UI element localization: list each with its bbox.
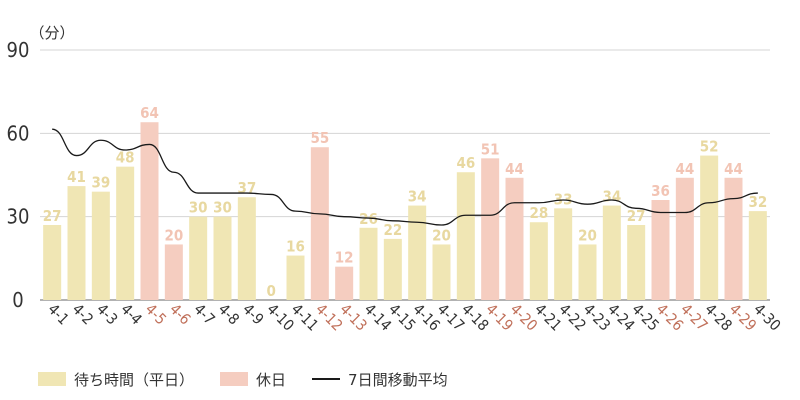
weekday-bar [748, 211, 767, 300]
bar-value-label: 48 [116, 149, 135, 167]
bar-value-label: 44 [724, 160, 743, 178]
legend-item-moving-average: 7日間移動平均 [312, 369, 448, 390]
bar-value-label: 51 [481, 140, 500, 158]
bar-value-label: 52 [700, 138, 719, 156]
holiday-bar [140, 122, 159, 300]
legend-label-weekday: 待ち時間（平日） [74, 370, 195, 389]
weekday-bar [91, 191, 110, 300]
legend-swatch-weekday [38, 372, 66, 386]
bar-value-label: 33 [554, 190, 573, 208]
holiday-bar [164, 244, 183, 300]
holiday-bar [651, 200, 670, 300]
bar-value-label: 34 [408, 188, 427, 206]
legend-label-holiday: 休日 [256, 370, 287, 389]
x-axis-ticks: 4-14-24-34-44-54-64-74-84-94-104-114-124… [44, 300, 784, 334]
weekday-bar [213, 216, 232, 300]
x-tick-label: 4-30 [750, 300, 784, 334]
x-tick-label: 4-8 [215, 300, 243, 328]
x-tick-label: 4-6 [166, 300, 194, 328]
weekday-bar [529, 222, 548, 300]
grid-lines [40, 49, 770, 301]
bar-value-label: 0 [266, 282, 275, 300]
weekday-bar [432, 244, 451, 300]
bar-value-label: 46 [456, 154, 475, 172]
holiday-bar [481, 158, 500, 300]
x-tick-label: 4-7 [190, 300, 218, 328]
bar-value-label: 26 [359, 210, 378, 228]
holiday-bar [505, 177, 524, 300]
bar-value-label: 27 [43, 207, 62, 225]
legend-item-weekday: 待ち時間（平日） [38, 369, 194, 390]
holiday-bar [335, 266, 354, 300]
y-tick-label: 60 [7, 121, 30, 145]
legend: 待ち時間（平日） 休日 7日間移動平均 [38, 368, 474, 390]
legend-swatch-holiday [220, 372, 249, 386]
weekday-bar [408, 205, 427, 300]
bar-value-label: 44 [675, 160, 694, 178]
holiday-bar [675, 177, 694, 300]
bar-value-label: 37 [237, 179, 256, 197]
bar-value-label: 44 [505, 160, 524, 178]
x-tick-label: 4-5 [142, 300, 170, 328]
weekday-bar [116, 166, 135, 300]
bar-value-label: 64 [140, 104, 159, 122]
bar-value-label: 30 [213, 199, 232, 217]
bar-value-label: 27 [627, 207, 646, 225]
weekday-bar [602, 205, 621, 300]
weekday-bar [67, 186, 86, 300]
bar-labels: 27 41 39 48 64 20 30 30 37 0 16 55 12 26 22 34 20 46 51 44 2… [43, 104, 767, 300]
x-tick-label: 4-2 [69, 300, 97, 328]
weekday-bar [700, 155, 719, 300]
y-axis-ticks: 0 30 60 90 [7, 38, 30, 312]
x-tick-label: 4-9 [239, 300, 267, 328]
y-tick-label: 0 [12, 288, 23, 312]
bar-value-label: 39 [91, 174, 110, 192]
x-tick-label: 4-1 [44, 300, 72, 328]
weekday-bar [383, 238, 402, 300]
bar-value-label: 20 [164, 226, 183, 244]
weekday-bar [359, 227, 378, 300]
legend-item-holiday: 休日 [220, 369, 286, 390]
y-tick-label: 90 [7, 38, 30, 62]
weekday-bar [627, 225, 646, 300]
bar-value-label: 36 [651, 182, 670, 200]
bar-value-label: 16 [286, 238, 305, 256]
weekday-bar [189, 216, 208, 300]
weekday-bar [456, 172, 475, 300]
y-axis-unit-label: （分） [29, 24, 74, 42]
bar-value-label: 20 [578, 226, 597, 244]
weekday-bar [43, 225, 62, 300]
bar-value-label: 20 [432, 226, 451, 244]
legend-swatch-moving-average [312, 378, 341, 380]
holiday-bar [310, 147, 329, 300]
legend-label-moving-average: 7日間移動平均 [348, 370, 448, 389]
x-tick-label: 4-3 [93, 300, 121, 328]
weekday-bar [554, 208, 573, 300]
bar-value-label: 34 [602, 188, 621, 206]
bar-value-label: 41 [67, 168, 86, 186]
moving-average-line [52, 128, 758, 226]
bar-value-label: 22 [383, 221, 402, 239]
bar-value-label: 28 [529, 204, 548, 222]
bar-value-label: 12 [335, 249, 354, 267]
weekday-bar [237, 197, 256, 300]
weekday-bar [578, 244, 597, 300]
bar-value-label: 55 [310, 129, 329, 147]
x-tick-label: 4-4 [117, 300, 145, 328]
weekday-bar [286, 255, 305, 300]
bar-value-label: 30 [189, 199, 208, 217]
holiday-bar [724, 177, 743, 300]
bars [43, 122, 767, 300]
bar-value-label: 32 [748, 193, 767, 211]
y-tick-label: 30 [7, 205, 30, 229]
